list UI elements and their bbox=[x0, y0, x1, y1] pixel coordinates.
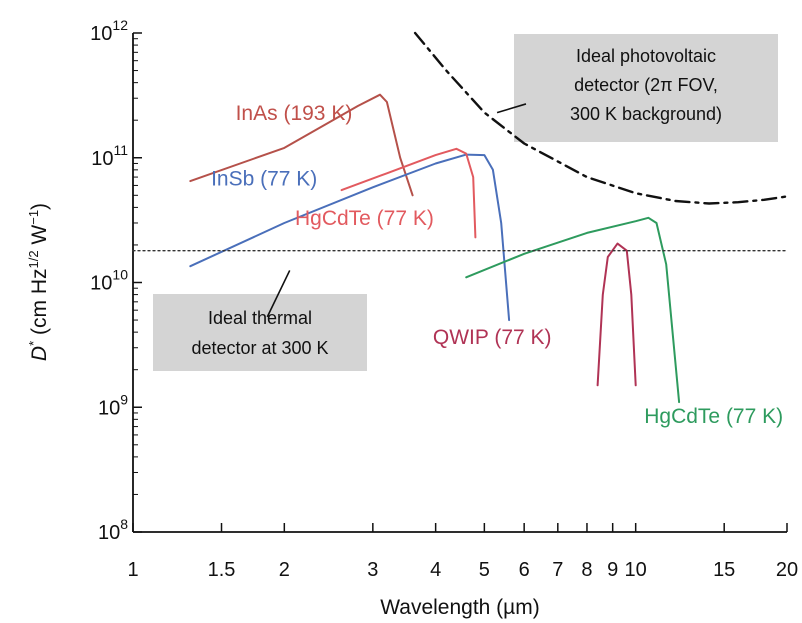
photovoltaic-box-bg bbox=[514, 34, 778, 142]
y-tick-label-0: 108 bbox=[98, 516, 128, 544]
series-layer bbox=[132, 31, 789, 404]
x-tick-label-8: 8 bbox=[581, 559, 592, 581]
y-title-star: * bbox=[26, 341, 41, 346]
y-tick-label-4: 1012 bbox=[90, 17, 128, 45]
thermal-box-bg bbox=[153, 294, 367, 371]
y-title-d: D bbox=[28, 346, 51, 361]
x-tick-label-2: 2 bbox=[279, 559, 290, 581]
x-tick-label-4: 4 bbox=[430, 559, 441, 581]
y-title-close: ) bbox=[28, 203, 51, 210]
x-tick-label-1: 1.5 bbox=[208, 559, 236, 581]
y-title-half: 1/2 bbox=[26, 250, 41, 268]
y-title-w: W bbox=[28, 225, 51, 251]
x-tick-label-7: 7 bbox=[552, 559, 563, 581]
x-tick-label-10: 10 bbox=[625, 559, 647, 581]
y-axis-title: D* (cm Hz1/2 W−1) bbox=[26, 203, 51, 361]
series-line-3 bbox=[596, 242, 637, 387]
curve-label-4: HgCdTe (77 K) bbox=[644, 405, 783, 428]
photovoltaic-box-line-2: detector (2π FOV, bbox=[574, 75, 718, 95]
x-tick-label-5: 5 bbox=[479, 559, 490, 581]
x-tick-label-0: 1 bbox=[127, 559, 138, 581]
y-tick-label-2: 1010 bbox=[90, 267, 128, 295]
x-tick-label-9: 9 bbox=[607, 559, 618, 581]
y-tick-label-3: 1011 bbox=[91, 142, 128, 170]
ideal-photovoltaic-box: Ideal photovoltaic detector (2π FOV, 300… bbox=[514, 34, 778, 142]
ideal-thermal-box: Ideal thermal detector at 300 K bbox=[153, 294, 367, 371]
y-title-minus1: −1 bbox=[26, 210, 41, 225]
x-tick-label-12: 20 bbox=[776, 559, 798, 581]
series-line-2 bbox=[340, 147, 477, 239]
y-tick-label-1: 109 bbox=[98, 391, 128, 419]
thermal-box-line-2: detector at 300 K bbox=[191, 338, 328, 358]
series-line-4 bbox=[465, 216, 681, 404]
photovoltaic-box-line-3: 300 K background) bbox=[570, 104, 722, 124]
curve-label-2: HgCdTe (77 K) bbox=[295, 207, 434, 230]
axes-layer: 1 1.5 2 3 4 5 6 7 8 9 10 15 20 108 109 1010 1011 1012 bbox=[90, 17, 798, 581]
x-tick-label-3: 3 bbox=[367, 559, 378, 581]
curve-label-1: InSb (77 K) bbox=[211, 167, 317, 190]
curve-labels-layer: InAs (193 K) InSb (77 K) HgCdTe (77 K) QWIP… bbox=[211, 102, 783, 428]
series-line-0 bbox=[189, 93, 414, 197]
x-tick-label-11: 15 bbox=[713, 559, 735, 581]
x-tick-label-6: 6 bbox=[519, 559, 530, 581]
curve-label-3: QWIP (77 K) bbox=[433, 326, 552, 349]
curve-label-0: InAs (193 K) bbox=[236, 102, 353, 125]
thermal-box-line-1: Ideal thermal bbox=[208, 308, 312, 328]
y-title-units: (cm Hz bbox=[28, 269, 51, 341]
photovoltaic-box-line-1: Ideal photovoltaic bbox=[576, 46, 716, 66]
x-axis-title: Wavelength (µm) bbox=[380, 596, 540, 619]
series-line-5 bbox=[413, 31, 789, 205]
annotation-pointer-0 bbox=[496, 103, 527, 114]
annotation-pointer-1 bbox=[266, 270, 291, 318]
